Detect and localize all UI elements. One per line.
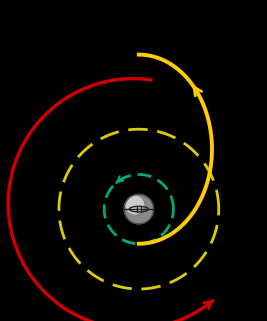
- Circle shape: [126, 196, 144, 214]
- Circle shape: [124, 195, 154, 224]
